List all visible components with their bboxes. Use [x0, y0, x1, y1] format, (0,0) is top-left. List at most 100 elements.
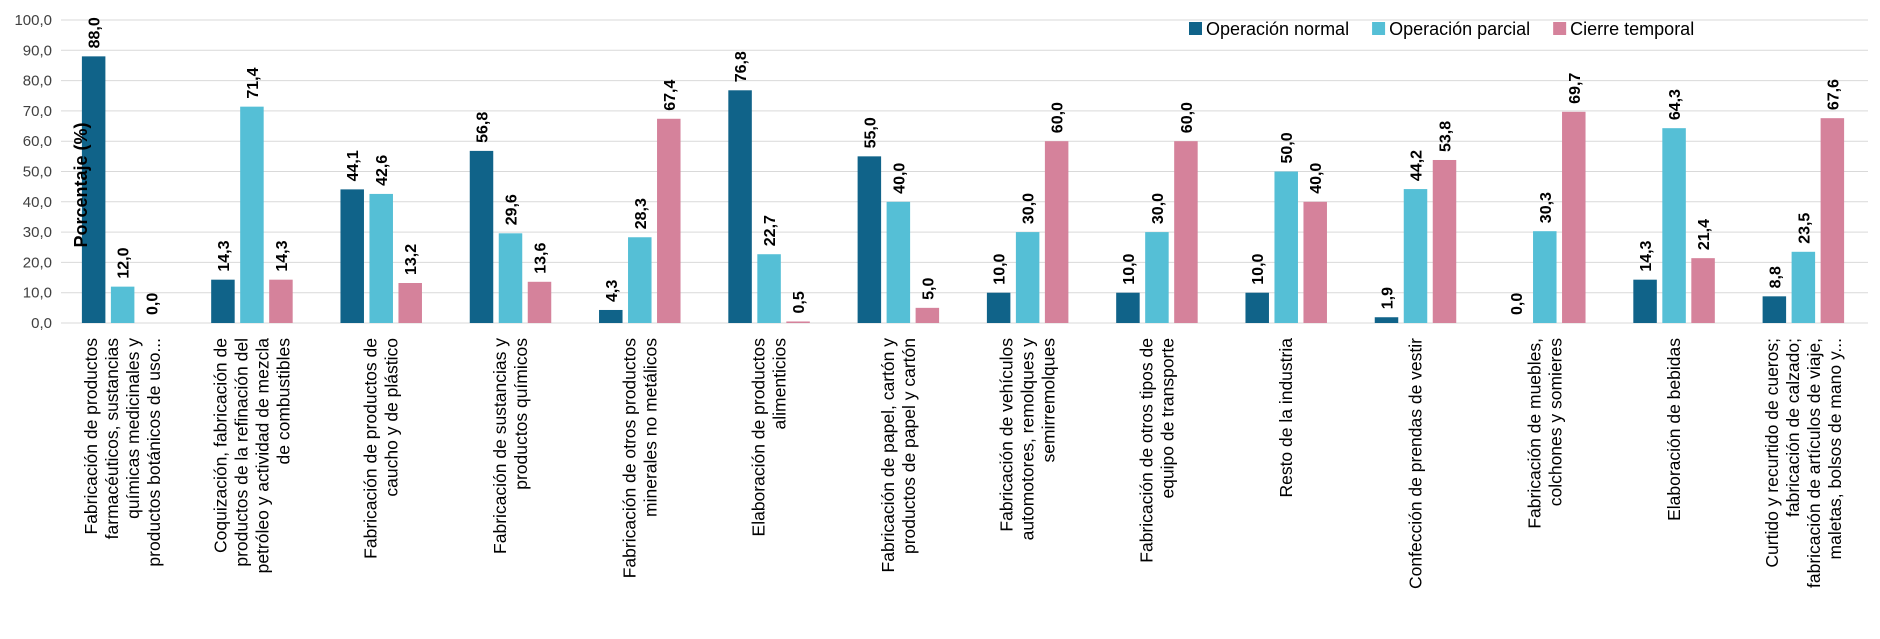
category-label: Curtido y recurtido de cueros;fabricació…: [1762, 338, 1845, 588]
y-tick-label: 60,0: [23, 133, 52, 150]
data-label: 23,5: [1796, 213, 1813, 244]
data-label: 69,7: [1567, 73, 1584, 104]
legend-label: Operación parcial: [1389, 19, 1530, 39]
bar: [398, 283, 422, 323]
category-label: Coquización, fabricación deproductos de …: [210, 338, 293, 574]
data-label: 1,9: [1380, 287, 1397, 309]
legend: Operación normal Operación parcial Cierre …: [1189, 19, 1694, 39]
bar: [1044, 141, 1069, 323]
grid-lines: [61, 19, 1868, 324]
category-label: Confección de prendas de vestir: [1406, 338, 1426, 589]
data-label: 53,8: [1438, 121, 1455, 152]
bar: [498, 233, 523, 323]
bar: [240, 106, 264, 324]
bar: [1245, 292, 1269, 323]
y-tick-label: 80,0: [23, 73, 52, 90]
data-label: 30,0: [1150, 193, 1167, 224]
category-label: Fabricación de productosfarmacéuticos, s…: [81, 338, 164, 567]
category-label: Resto de la industria: [1276, 338, 1296, 498]
y-axis-ticks: 0,0 10,0 20,0 30,0 40,0 50,0 60,0 70,0 80,0 90,0 1…: [14, 12, 52, 332]
data-label: 76,8: [733, 51, 750, 82]
bars: [81, 56, 1845, 324]
bar: [369, 193, 393, 323]
category-label: Fabricación de muebles,colchones y somie…: [1524, 338, 1565, 529]
bar: [857, 156, 882, 323]
category-label: Fabricación de vehículosautomotores, rem…: [997, 338, 1059, 541]
data-label: 64,3: [1667, 89, 1684, 120]
bar: [728, 90, 752, 324]
category-label: Fabricación de otros productosminerales …: [619, 338, 660, 579]
bar: [1662, 128, 1686, 323]
data-label: 14,3: [1638, 240, 1655, 271]
legend-label: Operación normal: [1206, 19, 1349, 39]
data-label: 5,0: [920, 278, 937, 300]
y-tick-label: 100,0: [14, 12, 52, 29]
data-label: 13,2: [403, 244, 420, 275]
data-label: 67,4: [662, 80, 679, 111]
data-label: 60,0: [1179, 102, 1196, 133]
data-label: 30,0: [1021, 193, 1038, 224]
bar: [1303, 201, 1327, 323]
x-axis-categories: Fabricación de productosfarmacéuticos, s…: [81, 338, 1845, 589]
bar: [269, 279, 293, 323]
data-label: 28,3: [633, 198, 650, 229]
data-label: 55,0: [862, 117, 879, 148]
data-label: 13,6: [533, 243, 550, 274]
category-label: Fabricación de otros tipos deequipo de t…: [1136, 338, 1177, 563]
bar: [1403, 189, 1428, 323]
bar: [1432, 159, 1457, 323]
data-label: 22,7: [762, 215, 779, 246]
data-label: 10,0: [1121, 253, 1138, 284]
y-tick-label: 50,0: [23, 164, 52, 181]
bar: [1633, 279, 1657, 323]
data-label: 4,3: [604, 280, 621, 302]
bar: [757, 254, 781, 323]
y-axis-label: Porcentaje (%): [71, 122, 91, 247]
data-label: 14,3: [216, 240, 233, 271]
legend-swatch: [1372, 22, 1386, 35]
bar: [986, 292, 1011, 323]
y-tick-label: 20,0: [23, 254, 52, 271]
data-label: 12,0: [116, 247, 133, 278]
bar: [886, 201, 911, 323]
data-label: 40,0: [891, 163, 908, 194]
category-label: Elaboración de bebidas: [1664, 338, 1684, 521]
data-label: 10,0: [1250, 253, 1267, 284]
bar: [1791, 251, 1816, 323]
bar: [599, 309, 623, 323]
data-label: 71,4: [245, 67, 262, 98]
category-label: Fabricación de sustancias yproductos quí…: [490, 338, 531, 554]
bar: [1145, 232, 1169, 323]
y-tick-label: 70,0: [23, 103, 52, 120]
data-label: 44,1: [345, 150, 362, 181]
bar: [1274, 171, 1298, 323]
legend-swatch: [1189, 22, 1202, 35]
bar: [1762, 296, 1787, 323]
bar: [1691, 258, 1715, 323]
y-tick-label: 0,0: [31, 315, 52, 332]
data-label: 8,8: [1767, 266, 1784, 288]
data-label: 30,3: [1538, 192, 1555, 223]
bar: [1374, 317, 1399, 323]
data-label: 67,6: [1825, 79, 1842, 110]
data-label: 0,0: [1509, 293, 1526, 315]
legend-swatch: [1553, 22, 1567, 35]
data-label: 0,0: [145, 293, 162, 315]
data-label: 21,4: [1696, 219, 1713, 250]
category-label: Fabricación de productos decaucho y de p…: [361, 338, 402, 559]
data-label: 14,3: [274, 240, 291, 271]
bar: [527, 281, 552, 323]
data-label: 50,0: [1279, 132, 1296, 163]
bar: [628, 237, 652, 323]
data-label: 10,0: [992, 253, 1009, 284]
bar: [657, 118, 681, 323]
bar: [1820, 118, 1845, 323]
data-label: 42,6: [374, 155, 391, 186]
bar: [1116, 292, 1140, 323]
bar: [1015, 232, 1040, 323]
bar: [211, 279, 235, 323]
bar: [786, 321, 810, 323]
data-labels: 88,0 12,0 0,0 14,3 71,4 14,3 44,1 42,6 13,2 56,8 2…: [87, 17, 1843, 315]
bar: [469, 150, 494, 323]
